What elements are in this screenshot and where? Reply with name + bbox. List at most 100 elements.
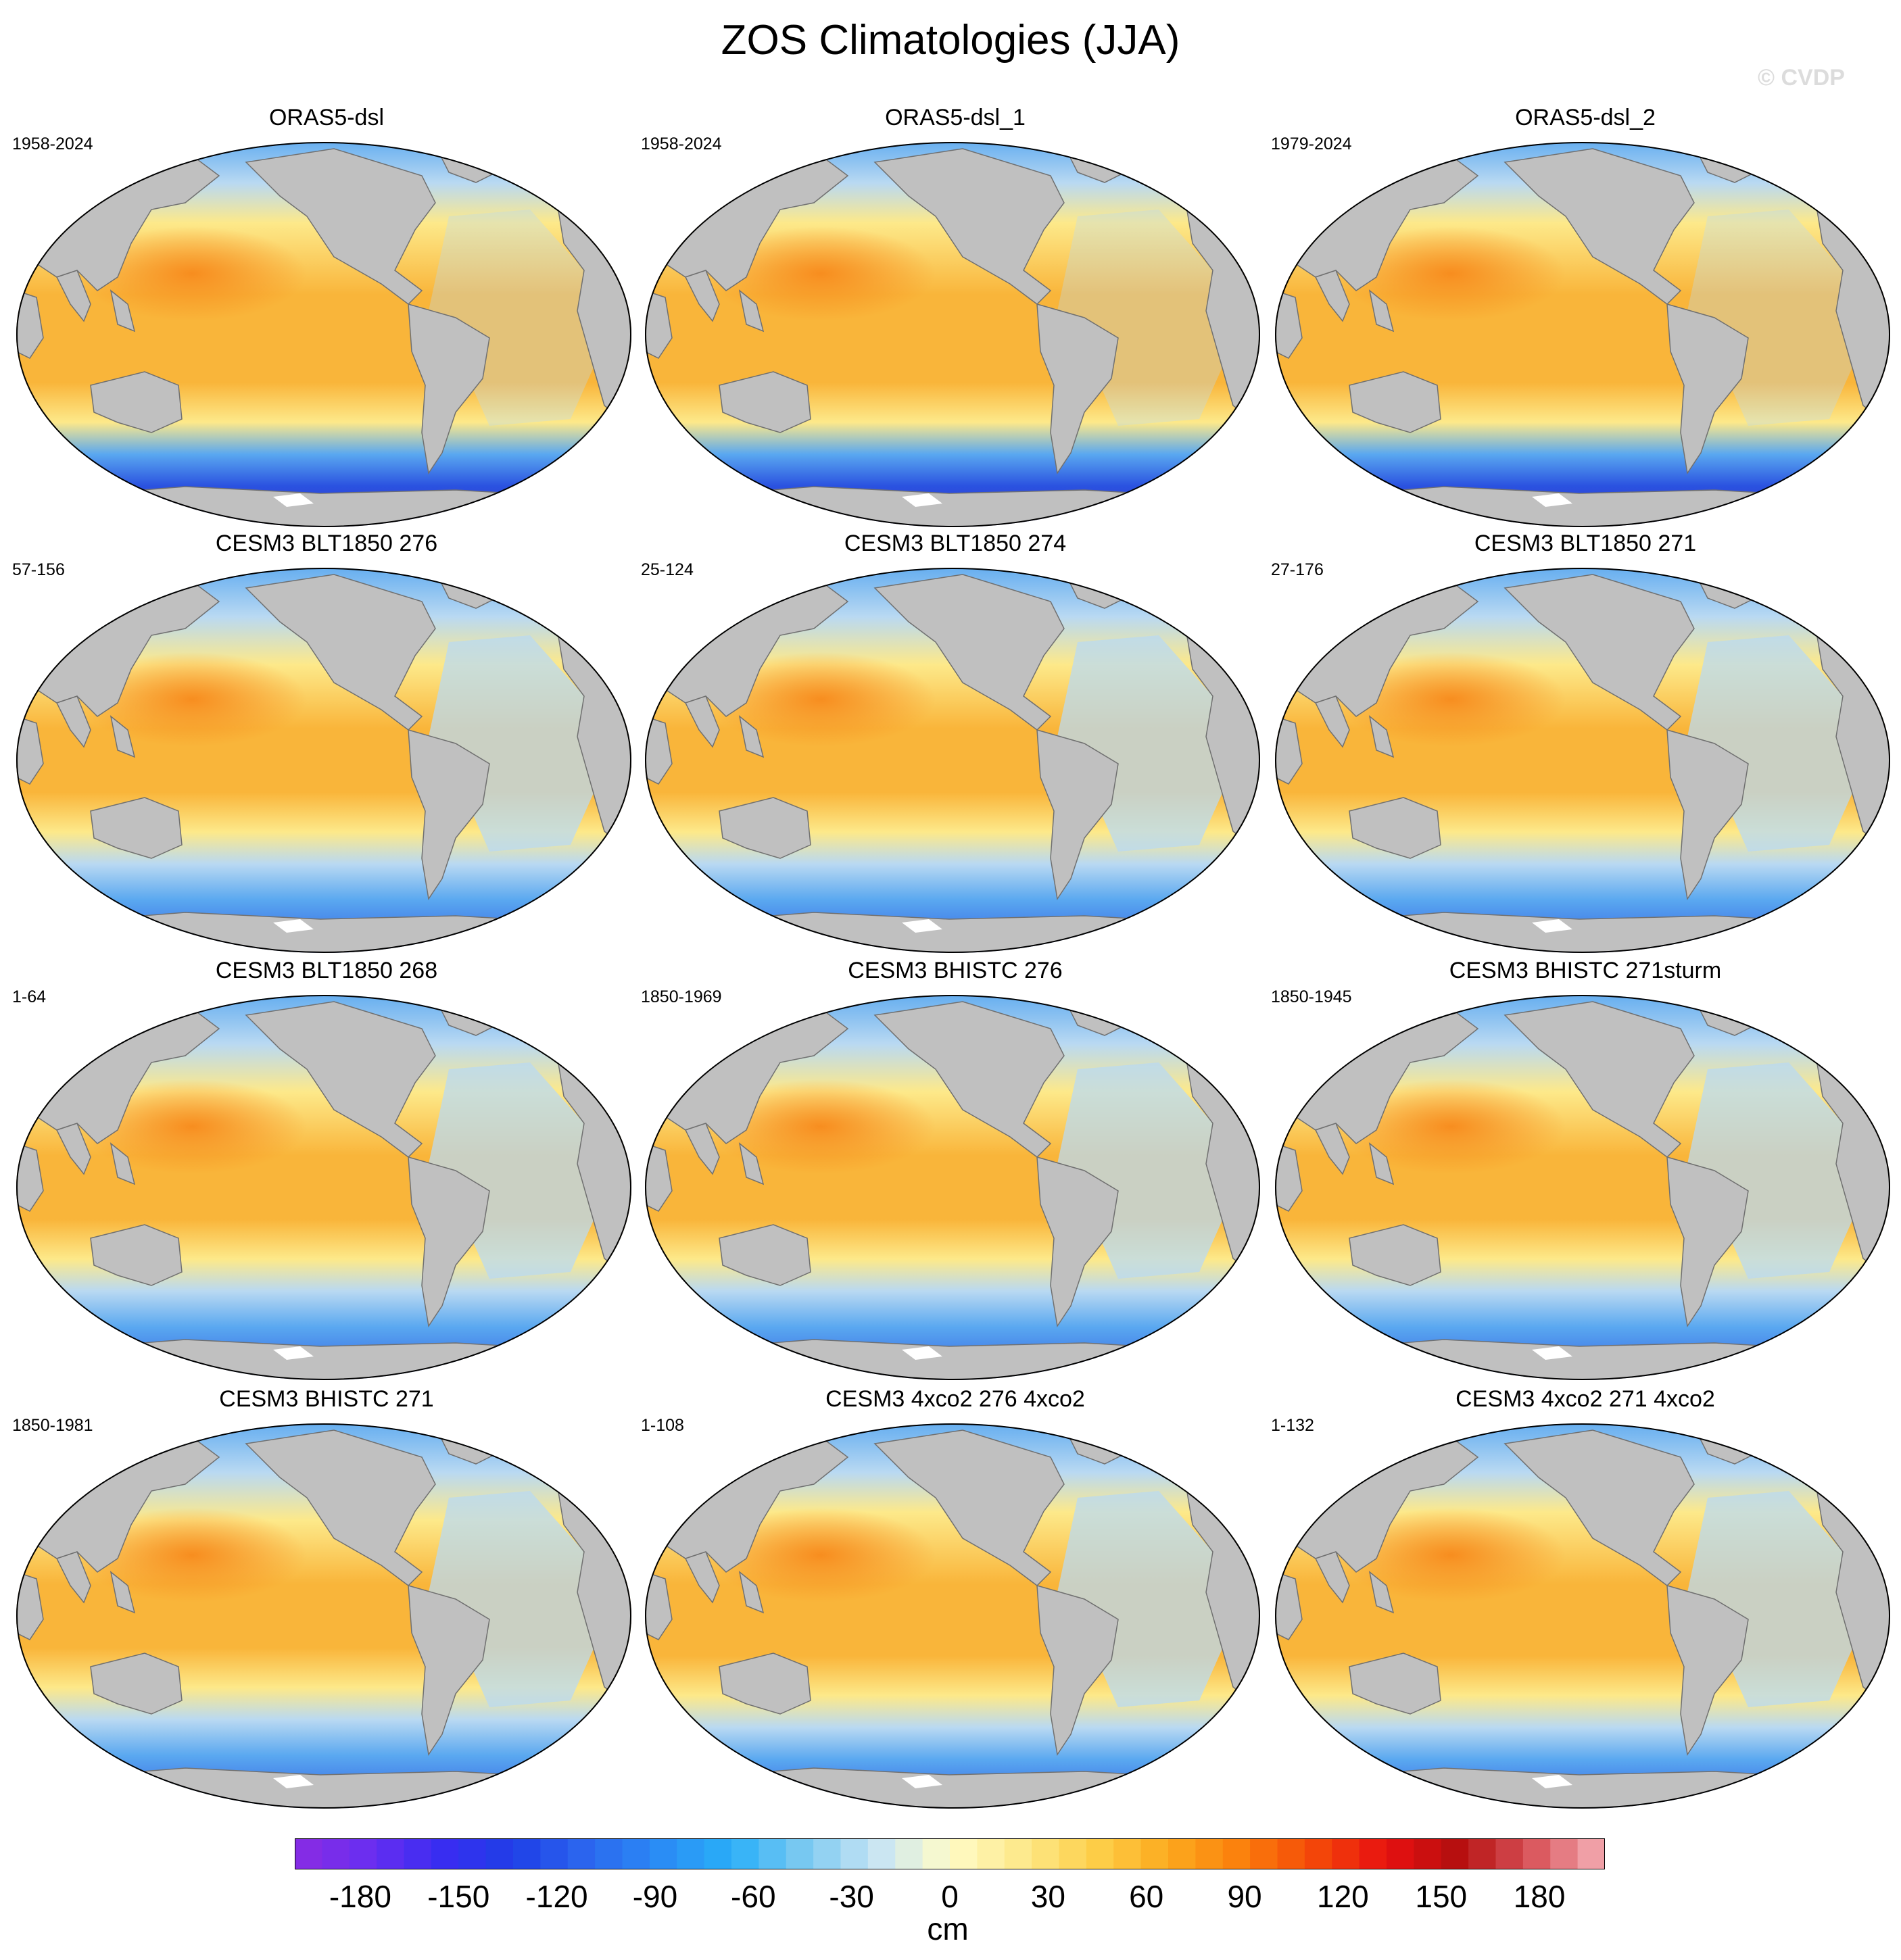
landmass-north-america [873, 1001, 1065, 1158]
colorbar-box [1550, 1838, 1579, 1869]
panel-title: CESM3 BLT1850 268 [215, 958, 438, 983]
ice-shelf [902, 493, 942, 507]
map-border [645, 995, 1260, 1380]
colorbar-box [731, 1838, 759, 1869]
map-border [645, 568, 1260, 953]
colorbar-tick-label: 60 [1129, 1879, 1164, 1914]
map-panel: CESM3 BHISTC 276 1850-1969 [641, 954, 1270, 1387]
warm-pool [706, 1079, 936, 1174]
colorbar-box [1441, 1838, 1469, 1869]
warm-pool [77, 226, 307, 321]
landmass-africa-east [645, 289, 673, 359]
landmass-india-seasia [1314, 695, 1395, 758]
colorbar-box [1468, 1838, 1496, 1869]
landmass-north-america [1503, 574, 1695, 731]
map-plot [1275, 568, 1890, 953]
map-border [645, 142, 1260, 527]
panel-period: 1850-1945 [1271, 987, 1352, 1006]
colorbar-tick-label: -60 [731, 1879, 776, 1914]
colorbar-box [922, 1838, 950, 1869]
colorbar-box [1332, 1838, 1360, 1869]
colorbar-tick-label: -150 [427, 1879, 490, 1914]
map-plot [1275, 995, 1890, 1380]
colorbar-box [377, 1838, 404, 1869]
landmass-africa-east [1275, 289, 1303, 359]
map-plot [1275, 1423, 1890, 1809]
map-panel: CESM3 4xco2 271 4xco2 1-132 [1271, 1383, 1900, 1815]
panel-period: 1979-2024 [1271, 134, 1352, 153]
watermark: © CVDP [1758, 65, 1845, 91]
map-plot [16, 995, 631, 1380]
map-border [1275, 142, 1890, 527]
colorbar-box [404, 1838, 432, 1869]
landmass-africa-east [16, 715, 44, 785]
panel-period: 1850-1981 [12, 1416, 93, 1435]
landmass-australia [719, 371, 811, 433]
landmass-india-seasia [55, 1123, 136, 1185]
landmass-india-seasia [684, 695, 765, 758]
colorbar-tick-label: 180 [1513, 1879, 1566, 1914]
map-panel: CESM3 BLT1850 268 1-64 [12, 954, 641, 1387]
colorbar-box [1304, 1838, 1332, 1869]
map-border [16, 568, 631, 953]
landmass-south-america [1666, 1584, 1749, 1756]
landmass-south-america [1666, 729, 1749, 900]
colorbar-box [813, 1838, 841, 1869]
landmass-north-america [1503, 148, 1695, 305]
panel-title: CESM3 4xco2 271 4xco2 [1455, 1386, 1715, 1412]
panel-period: 57-156 [12, 560, 65, 579]
landmass-south-america [1036, 729, 1119, 900]
colorbar-box [1277, 1838, 1305, 1869]
colorbar-box [1168, 1838, 1196, 1869]
landmass-north-america [873, 574, 1065, 731]
landmass-south-america [1036, 1584, 1119, 1756]
landmass-australia [90, 1652, 183, 1715]
landmass-north-america [245, 1001, 436, 1158]
landmass-india-seasia [55, 695, 136, 758]
map-plot [645, 995, 1260, 1380]
map-panel: CESM3 BHISTC 271sturm 1850-1945 [1271, 954, 1900, 1387]
landmass-india-seasia [684, 1123, 765, 1185]
colorbar-box [485, 1838, 514, 1869]
map-border [645, 1423, 1260, 1809]
colorbar-box [567, 1838, 596, 1869]
colorbar-box [649, 1838, 677, 1869]
landmass-south-america [1666, 303, 1749, 474]
landmass-india-seasia [1314, 1551, 1395, 1614]
map-plot [645, 568, 1260, 953]
landmass-africa-east [16, 1142, 44, 1212]
map-plot [645, 142, 1260, 527]
landmass-africa-east [16, 1571, 44, 1640]
panel-title: CESM3 BHISTC 276 [848, 958, 1063, 983]
landmass-north-america [1503, 1429, 1695, 1586]
panel-title: CESM3 4xco2 276 4xco2 [825, 1386, 1085, 1412]
panel-title: CESM3 BHISTC 271sturm [1449, 958, 1722, 983]
panel-period: 1-132 [1271, 1416, 1314, 1435]
panel-period: 25-124 [641, 560, 694, 579]
landmass-africa-east [16, 289, 44, 359]
warm-pool [1336, 1079, 1566, 1174]
warm-pool [1336, 226, 1566, 321]
colorbar-box [1359, 1838, 1387, 1869]
colorbar-box [622, 1838, 650, 1869]
panel-title: CESM3 BLT1850 276 [215, 531, 438, 556]
landmass-australia [719, 1652, 811, 1715]
landmass-south-america [408, 729, 490, 900]
colorbar-box [349, 1838, 377, 1869]
colorbar-box [295, 1838, 322, 1869]
landmass-australia [719, 797, 811, 859]
colorbar-box [1387, 1838, 1414, 1869]
colorbar-box [1222, 1838, 1251, 1869]
colorbar-box [867, 1838, 896, 1869]
warm-pool [706, 1508, 936, 1602]
landmass-africa-east [645, 715, 673, 785]
landmass-india-seasia [1314, 270, 1395, 333]
ice-shelf [273, 1346, 314, 1360]
colorbar-box [458, 1838, 487, 1869]
ice-shelf [273, 493, 314, 507]
landmass-south-america [408, 303, 490, 474]
colorbar-box [322, 1838, 350, 1869]
colorbar-box [595, 1838, 623, 1869]
map-border [16, 1423, 631, 1809]
map-plot [16, 142, 631, 527]
